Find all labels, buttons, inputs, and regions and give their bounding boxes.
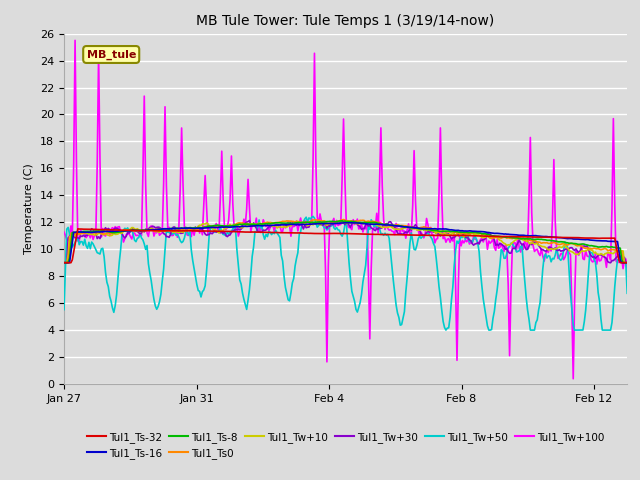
Y-axis label: Temperature (C): Temperature (C) xyxy=(24,163,35,254)
Text: MB_tule: MB_tule xyxy=(86,49,136,60)
Legend: Tul1_Ts-32, Tul1_Ts-16, Tul1_Ts-8, Tul1_Ts0, Tul1_Tw+10, Tul1_Tw+30, Tul1_Tw+50,: Tul1_Ts-32, Tul1_Ts-16, Tul1_Ts-8, Tul1_… xyxy=(83,428,609,463)
Title: MB Tule Tower: Tule Temps 1 (3/19/14-now): MB Tule Tower: Tule Temps 1 (3/19/14-now… xyxy=(196,14,495,28)
